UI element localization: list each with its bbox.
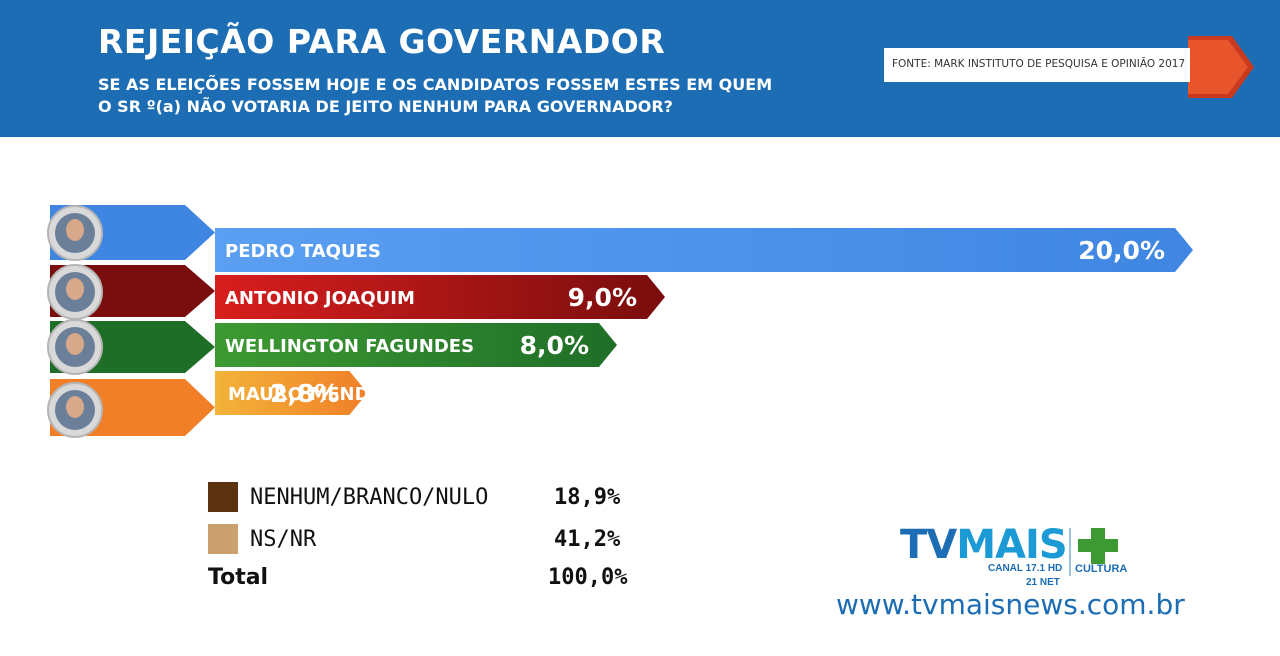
bar-pedro-taques — [215, 228, 1193, 272]
bar-value-antonio-joaquim: 9,0% — [568, 283, 637, 312]
legend-swatch-nenhum — [208, 482, 238, 512]
total-value: 100,0% — [548, 565, 628, 590]
avatar-face-pedro-taques — [66, 219, 84, 241]
avatar-face-antonio-joaquim — [66, 278, 84, 300]
website-url: www.tvmaisnews.com.br — [836, 588, 1185, 621]
question-line-2: O SR º(a) NÃO VOTARIA DE JEITO NENHUM PA… — [98, 97, 673, 116]
rejection-bar-chart: PEDRO TAQUES 20,0% ANTONIO JOAQUIM 9,0% WELL… — [47, 205, 1193, 438]
source-text: FONTE: MARK INSTITUTO DE PESQUISA E OPIN… — [892, 58, 1186, 70]
bar-value-mauro-mendes: 2,8% — [270, 379, 339, 408]
legend-item-nenhum: NENHUM/BRANCO/NULO — [208, 482, 488, 512]
bar-mauro-mendes — [215, 371, 368, 415]
source-box: FONTE: MARK INSTITUTO DE PESQUISA E OPIN… — [884, 48, 1190, 82]
tvmais-logo: TVMAIS — [900, 522, 1068, 568]
logo-divider — [1069, 528, 1071, 576]
logo-canal-net-text: 21 NET — [1026, 577, 1060, 588]
logo-canal-text: CANAL 17.1 HD — [988, 563, 1063, 574]
question-text: SE AS ELEIÇÕES FOSSEM HOJE E OS CANDIDAT… — [98, 74, 772, 118]
bar-antonio-joaquim — [215, 275, 665, 319]
avatar-face-wellington-fagundes — [66, 333, 84, 355]
bar-wellington-fagundes — [215, 323, 617, 367]
source-arrow-icon — [1188, 36, 1254, 98]
bar-value-pedro-taques: 20,0% — [1078, 236, 1165, 265]
header-banner: REJEIÇÃO PARA GOVERNADOR SE AS ELEIÇÕES … — [0, 0, 1280, 137]
logo-tv-text: TV — [900, 522, 957, 568]
legend-item-nsnr: NS/NR — [208, 524, 316, 554]
question-line-1: SE AS ELEIÇÕES FOSSEM HOJE E OS CANDIDAT… — [98, 75, 773, 94]
cultura-cross-icon — [1078, 528, 1118, 564]
bar-label-mauro-mendes: MAURO MENDES — [228, 384, 395, 405]
avatar-face-mauro-mendes — [66, 396, 84, 418]
bar-label-pedro-taques: PEDRO TAQUES — [225, 241, 381, 262]
logo-cultura-text: CULTURA — [1075, 563, 1128, 575]
bar-value-wellington-fagundes: 8,0% — [520, 331, 589, 360]
legend-value-nenhum: 18,9% — [554, 485, 621, 510]
legend-label-nsnr: NS/NR — [250, 526, 317, 552]
bar-label-wellington-fagundes: WELLINGTON FAGUNDES — [225, 336, 474, 357]
page-title: REJEIÇÃO PARA GOVERNADOR — [98, 22, 666, 61]
logo-mais-text: MAIS — [956, 522, 1067, 568]
legend-label-nenhum: NENHUM/BRANCO/NULO — [250, 484, 489, 510]
bar-label-antonio-joaquim: ANTONIO JOAQUIM — [225, 288, 415, 309]
target-icon — [1190, 56, 1208, 74]
legend-swatch-nsnr — [208, 524, 238, 554]
total-label: Total — [208, 565, 269, 590]
legend-value-nsnr: 41,2% — [554, 527, 621, 552]
